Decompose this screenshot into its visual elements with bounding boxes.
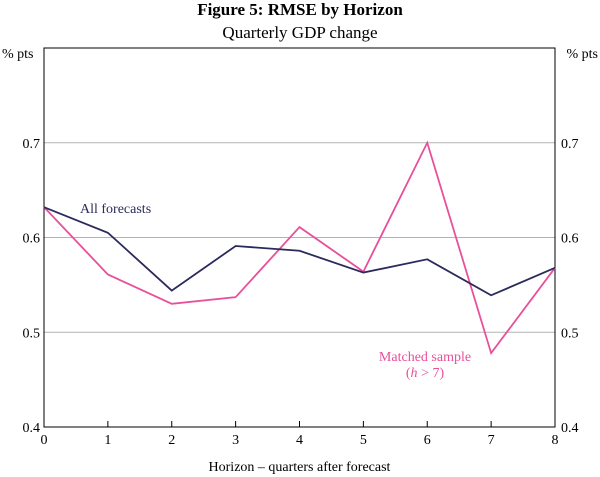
- y-tick-label-right: 0.7: [561, 137, 579, 152]
- x-tick-label: 8: [552, 433, 559, 448]
- y-axis-unit-left: % pts: [2, 47, 34, 62]
- x-tick-label: 6: [424, 433, 431, 448]
- x-tick-label: 7: [488, 433, 495, 448]
- y-tick-label-right: 0.6: [561, 232, 579, 247]
- y-tick-label-right: 0.5: [561, 326, 579, 341]
- x-tick-label: 1: [104, 433, 111, 448]
- x-tick-label: 3: [232, 433, 239, 448]
- x-axis-label: Horizon – quarters after forecast: [209, 460, 391, 475]
- series-line-all-forecasts: [43, 206, 556, 297]
- series-line-matched-sample: [43, 140, 556, 356]
- y-axis-unit-right: % pts: [567, 47, 599, 62]
- chart-title: Figure 5: RMSE by Horizon: [197, 0, 403, 19]
- y-tick-label-left: 0.4: [23, 421, 41, 436]
- chart-subtitle: Quarterly GDP change: [222, 23, 378, 42]
- y-tick-label-left: 0.5: [23, 326, 41, 341]
- series-label-matched-sample: Matched sample: [379, 350, 471, 365]
- x-tick-label: 5: [360, 433, 367, 448]
- series-label-all-forecasts: All forecasts: [80, 202, 151, 217]
- y-tick-label-right: 0.4: [561, 421, 579, 436]
- series-label-matched-sample-condition: (h > 7): [406, 366, 445, 381]
- x-tick-label: 2: [168, 433, 175, 448]
- x-tick-label: 0: [41, 433, 48, 448]
- y-tick-label-left: 0.7: [23, 137, 41, 152]
- x-tick-label: 4: [296, 433, 303, 448]
- y-tick-label-left: 0.6: [23, 232, 41, 247]
